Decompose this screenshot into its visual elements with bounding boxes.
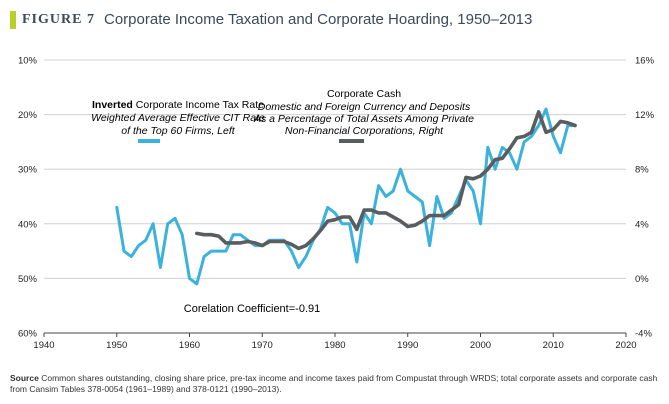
source-label: Source xyxy=(10,373,39,383)
x-tick-label: 1950 xyxy=(106,340,127,351)
legend-tax-line2: Weighted Average Effective CIT Rate xyxy=(91,112,265,124)
left-tick-label: 40% xyxy=(18,219,38,230)
right-tick-label: 16% xyxy=(635,56,655,67)
legend-cash: Corporate Cash Domestic and Foreign Curr… xyxy=(253,88,474,143)
x-tick-label: 2010 xyxy=(543,340,564,351)
x-tick-label: 1970 xyxy=(252,340,273,351)
legend-cash-line2: Domestic and Foreign Currency and Deposi… xyxy=(258,101,471,113)
x-tick-label: 1940 xyxy=(33,340,54,351)
left-tick-label: 60% xyxy=(18,329,38,340)
legend-tax-title-bold: Inverted xyxy=(92,99,133,111)
right-tick-label: 4% xyxy=(635,219,649,230)
legend-tax-title-rest: Corporate Income Tax Rate xyxy=(133,99,264,111)
legend-cash-line4: Non-Financial Corporations, Right xyxy=(285,125,444,137)
x-tick-label: 1990 xyxy=(397,340,418,351)
x-tick-label: 1980 xyxy=(324,340,345,351)
right-tick-label: 0% xyxy=(635,274,649,285)
series-lines xyxy=(115,107,577,286)
figure-title: Corporate Income Taxation and Corporate … xyxy=(104,11,533,28)
grid-lines xyxy=(44,59,626,279)
left-tick-label: 10% xyxy=(18,56,38,67)
right-tick-label: 12% xyxy=(635,110,655,121)
correlation-annotation: Corelation Coefficient=-0.91 xyxy=(184,303,320,315)
series-line-corporate-cash xyxy=(195,110,577,251)
left-axis-ticks: 10% 20% 30% 40% 50% 60% xyxy=(18,56,38,340)
figure-accent-bar xyxy=(10,11,16,29)
left-tick-label: 30% xyxy=(18,165,38,176)
legend-tax-line3: of the Top 60 Firms, Left xyxy=(121,125,236,137)
legend-cash-title: Corporate Cash xyxy=(327,88,401,100)
right-axis-ticks: 16% 12% 8% 4% 0% -4% xyxy=(635,56,655,340)
x-tick-label: 2000 xyxy=(470,340,491,351)
x-tick-label: 2020 xyxy=(615,340,636,351)
left-tick-label: 50% xyxy=(18,274,38,285)
source-note: Source Common shares outstanding, closin… xyxy=(10,373,660,395)
legend-tax-title: Inverted Corporate Income Tax Rate xyxy=(92,99,264,111)
right-tick-label: -4% xyxy=(635,329,652,340)
left-tick-label: 20% xyxy=(18,110,38,121)
figure-label: FIGURE 7 xyxy=(22,12,95,27)
legend-tax: Inverted Corporate Income Tax Rate Weigh… xyxy=(91,99,265,143)
legend-cash-line3: As a Percentage of Total Assets Among Pr… xyxy=(253,113,474,125)
x-axis-ticks: 1940 1950 1960 1970 1980 1990 2000 2010 2020 xyxy=(33,333,637,351)
figure-header: FIGURE 7 Corporate Income Taxation and C… xyxy=(0,8,669,32)
source-text: Common shares outstanding, closing share… xyxy=(10,373,658,394)
right-tick-label: 8% xyxy=(635,165,649,176)
x-tick-label: 1960 xyxy=(179,340,200,351)
